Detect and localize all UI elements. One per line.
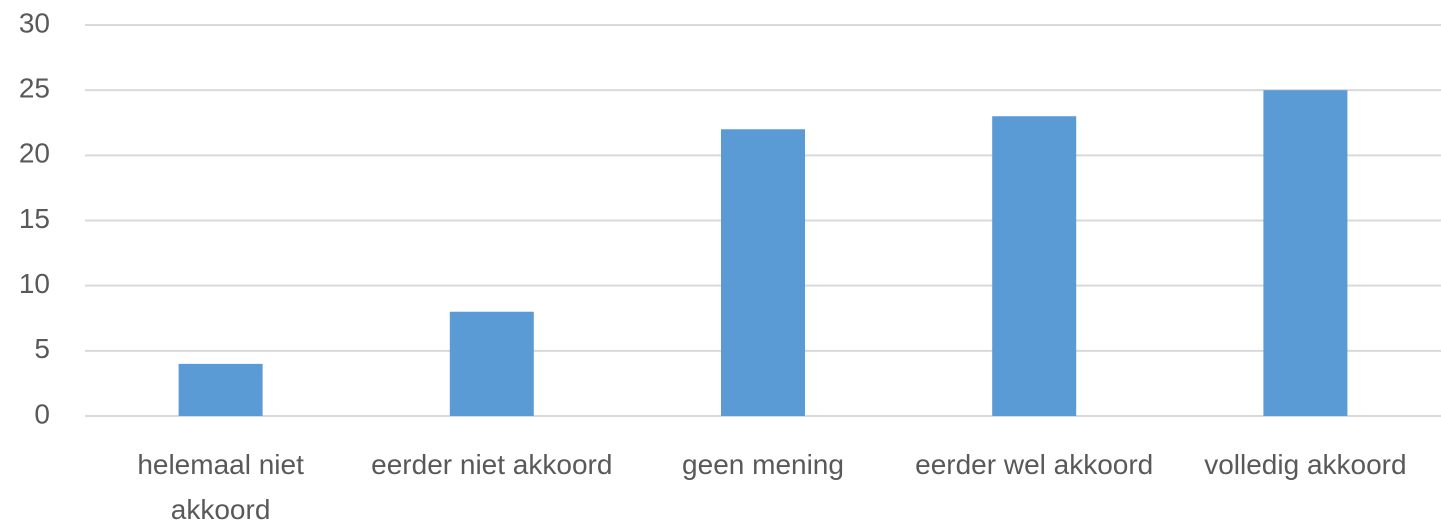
y-tick-label: 0 [34, 398, 50, 429]
x-tick-label: helemaal niet akkoord [137, 449, 304, 525]
x-tick-label: volledig akkoord [1204, 449, 1407, 480]
x-tick-label: eerder niet akkoord [371, 449, 613, 480]
y-tick-label: 25 [19, 73, 50, 104]
bar [449, 311, 534, 416]
bar [721, 129, 805, 416]
x-tick-label: eerder wel akkoord [915, 449, 1154, 480]
y-tick-label: 20 [19, 138, 50, 169]
y-tick-label: 10 [19, 268, 50, 299]
bar [992, 116, 1077, 416]
y-tick-label: 15 [19, 203, 50, 234]
y-tick-label: 30 [19, 7, 50, 38]
bar [1263, 90, 1348, 417]
y-tick-label: 5 [34, 333, 50, 364]
x-tick-label: geen mening [682, 449, 844, 480]
bar [178, 363, 263, 416]
